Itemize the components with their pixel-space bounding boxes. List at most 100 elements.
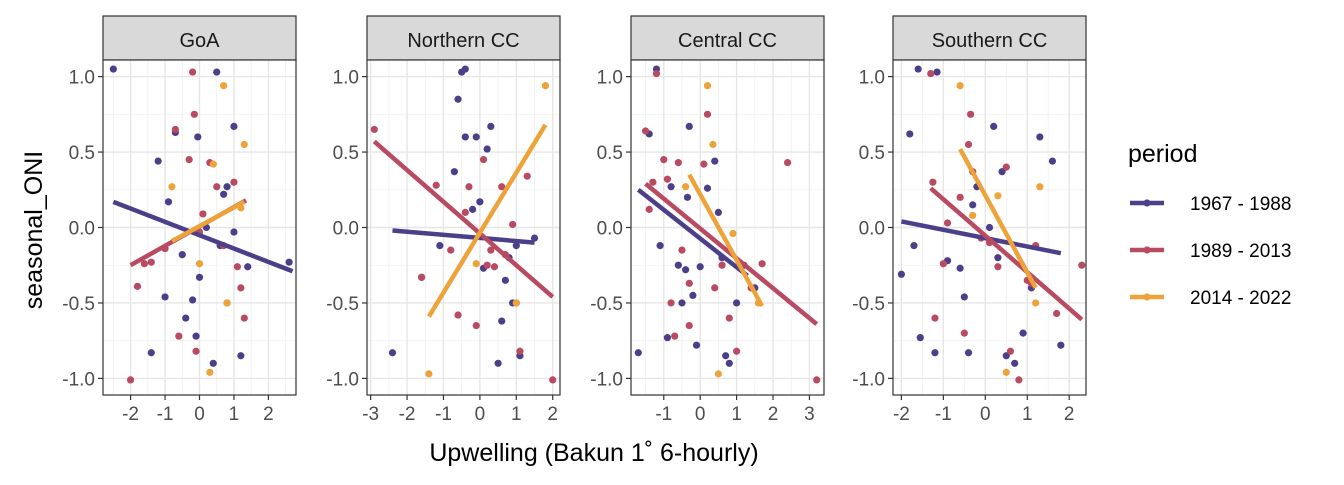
data-point-1967-1988 xyxy=(685,122,693,130)
data-point-1989-2013 xyxy=(678,246,686,254)
data-point-1967-1988 xyxy=(634,349,642,357)
data-point-1967-1988 xyxy=(494,359,502,367)
data-point-1989-2013 xyxy=(660,155,668,164)
x-tick-label: -2 xyxy=(893,404,910,425)
data-point-1967-1988 xyxy=(916,334,924,342)
data-point-1967-1988 xyxy=(223,183,231,191)
data-point-1989-2013 xyxy=(733,347,741,355)
data-point-1967-1988 xyxy=(674,261,682,269)
panel-central-cc: Central CC -1 0 1 2 3 -1.0 -0.5 0.0 0.5 1.0 xyxy=(590,15,825,425)
data-point-1967-1988 xyxy=(682,266,690,274)
legend: period 1967 - 1988 1989 - 2013 2014 - 2022 xyxy=(1128,140,1291,309)
data-point-1967-1988 xyxy=(476,198,484,206)
data-point-1967-1988 xyxy=(472,133,480,141)
y-tick-label: 1.0 xyxy=(859,68,885,89)
data-point-1989-2013 xyxy=(1006,347,1015,355)
data-point-1989-2013 xyxy=(213,183,221,191)
data-point-1989-2013 xyxy=(498,183,506,191)
data-point-2014-2022 xyxy=(512,299,520,307)
data-point-1989-2013 xyxy=(479,155,488,164)
panel-southern-cc: Southern CC -2 -1 0 1 2 -1.0 -0.5 0.0 0.5 1.0 xyxy=(852,15,1087,425)
data-point-1989-2013 xyxy=(465,183,473,191)
data-point-1989-2013 xyxy=(671,332,679,340)
data-point-1989-2013 xyxy=(171,125,179,134)
data-point-1967-1988 xyxy=(956,264,964,272)
x-tick-label: 0 xyxy=(980,404,991,425)
data-point-1967-1988 xyxy=(109,65,117,73)
y-tick-label: 0.5 xyxy=(333,143,359,164)
data-point-1989-2013 xyxy=(649,178,657,186)
data-point-1989-2013 xyxy=(711,284,719,292)
data-point-2014-2022 xyxy=(206,368,214,376)
data-point-1989-2013 xyxy=(956,193,964,201)
data-point-1989-2013 xyxy=(703,110,712,118)
fit-line-1967-1988 xyxy=(636,188,749,278)
data-point-1967-1988 xyxy=(213,68,221,76)
data-point-1967-1988 xyxy=(960,293,968,301)
data-point-2014-2022 xyxy=(682,183,690,191)
data-point-2014-2022 xyxy=(1036,183,1044,191)
data-point-1967-1988 xyxy=(461,133,469,141)
facet-strip xyxy=(102,15,297,61)
facet-panels: GoA -2 -1 0 1 2 -1.0 -0.5 0.0 0.5 1.0 Northern CC -3… xyxy=(62,15,1087,425)
data-point-1967-1988 xyxy=(530,234,539,242)
x-tick-label: 2 xyxy=(1064,404,1075,425)
data-point-1989-2013 xyxy=(447,246,455,254)
facet-title: Northern CC xyxy=(407,30,519,52)
data-point-1989-2013 xyxy=(483,261,491,269)
data-point-1989-2013 xyxy=(725,314,733,322)
data-point-1989-2013 xyxy=(674,159,682,167)
data-point-1967-1988 xyxy=(230,228,238,236)
data-point-1967-1988 xyxy=(189,296,197,304)
data-point-1967-1988 xyxy=(1002,352,1010,360)
x-axis-title: Upwelling (Bakun 1˚ 6-hourly) xyxy=(429,439,758,467)
x-tick-label: 3 xyxy=(804,404,815,425)
y-tick-label: 0.0 xyxy=(69,219,95,240)
data-point-1989-2013 xyxy=(199,210,207,218)
data-point-1989-2013 xyxy=(140,260,148,268)
legend-key-point xyxy=(1143,199,1151,207)
data-point-1967-1988 xyxy=(722,352,730,360)
data-point-2014-2022 xyxy=(703,82,712,90)
data-point-1967-1988 xyxy=(230,122,238,130)
data-point-1989-2013 xyxy=(192,347,200,355)
gridlines xyxy=(103,60,296,395)
data-point-1967-1988 xyxy=(388,349,397,357)
data-point-1989-2013 xyxy=(967,110,975,118)
data-point-1989-2013 xyxy=(461,208,469,217)
data-point-1967-1988 xyxy=(714,208,722,217)
data-point-1967-1988 xyxy=(512,242,520,250)
data-point-1989-2013 xyxy=(509,220,517,229)
data-point-1967-1988 xyxy=(487,122,495,130)
data-point-1989-2013 xyxy=(523,172,531,180)
data-point-1967-1988 xyxy=(436,242,444,250)
data-point-1967-1988 xyxy=(964,349,973,357)
data-point-1989-2013 xyxy=(133,282,142,290)
data-point-1967-1988 xyxy=(725,359,733,367)
x-tick-label: 0 xyxy=(194,404,205,425)
data-point-1989-2013 xyxy=(929,178,937,186)
data-point-1967-1988 xyxy=(1057,341,1065,349)
legend-item-1967-1988: 1967 - 1988 xyxy=(1130,194,1291,215)
data-point-2014-2022 xyxy=(709,140,717,149)
fit-line-1989-2013 xyxy=(372,139,555,299)
data-point-1989-2013 xyxy=(641,127,650,135)
data-point-1989-2013 xyxy=(1078,261,1086,269)
data-point-2014-2022 xyxy=(956,82,964,90)
x-tick-label: -1 xyxy=(935,404,952,425)
data-point-1967-1988 xyxy=(897,270,905,278)
data-point-1967-1988 xyxy=(195,273,204,281)
data-point-1989-2013 xyxy=(685,279,693,287)
data-point-1989-2013 xyxy=(240,314,248,322)
data-point-1967-1988 xyxy=(711,157,719,165)
x-tick-label: -1 xyxy=(655,404,672,425)
facet-strip xyxy=(630,15,825,61)
data-point-1967-1988 xyxy=(703,184,712,192)
data-point-1989-2013 xyxy=(685,321,693,330)
data-point-1967-1988 xyxy=(990,122,998,130)
data-point-1967-1988 xyxy=(692,341,701,349)
data-point-1989-2013 xyxy=(652,69,661,78)
legend-label: 1989 - 2013 xyxy=(1190,241,1291,262)
